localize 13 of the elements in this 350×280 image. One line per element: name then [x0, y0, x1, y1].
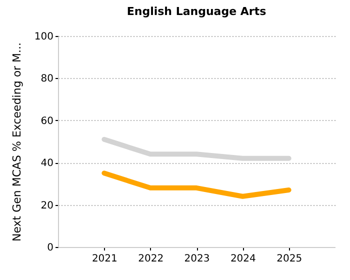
x-tick-label: 2025 [276, 254, 302, 264]
x-tick-label: 2021 [92, 254, 118, 264]
y-tick-label: 80 [40, 74, 54, 85]
chart-title: English Language Arts [126, 5, 267, 18]
y-tick-label: 100 [34, 32, 54, 42]
y-tick-label: 20 [40, 200, 54, 212]
x-tick-label: 2024 [230, 254, 256, 264]
x-tick-label: 2022 [138, 254, 164, 264]
y-tick-label: 40 [40, 158, 54, 170]
y-tick-label: 0 [47, 242, 54, 254]
x-tick-label: 2023 [184, 254, 210, 264]
y-tick-label: 60 [40, 116, 54, 127]
y-axis-title: Next Gen MCAS % Exceeding or M... [10, 42, 24, 242]
